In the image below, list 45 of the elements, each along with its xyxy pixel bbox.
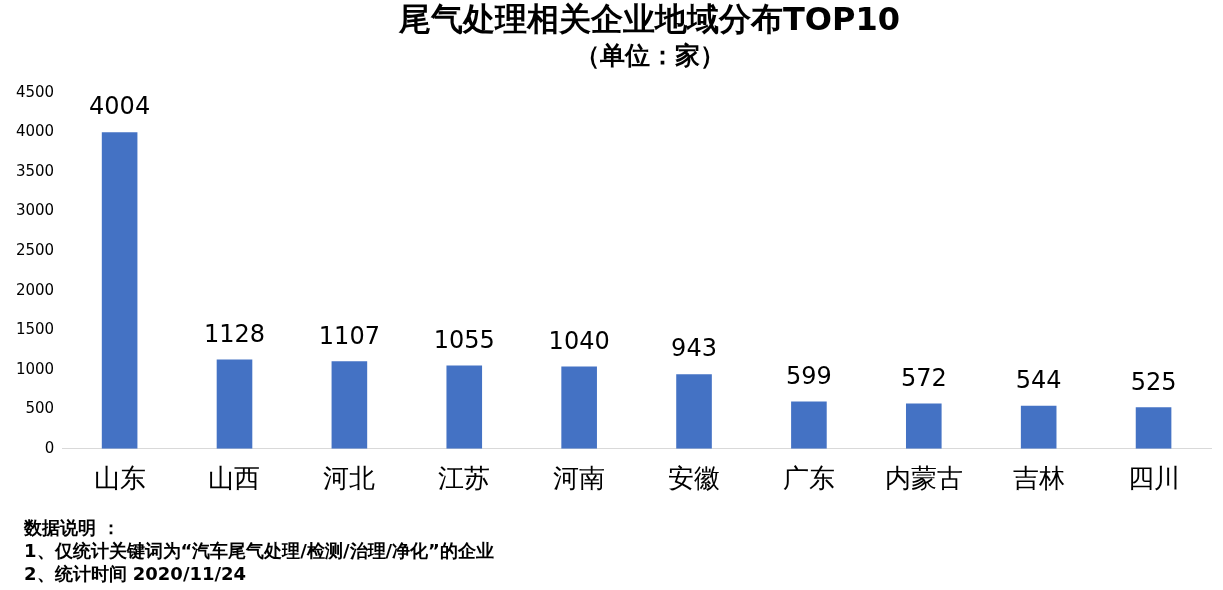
text: 1、仅统计关键词为“汽车尾气处理/检测/治理/净化”的企业	[24, 539, 494, 562]
y-tick-label: 2500	[15, 241, 55, 260]
x-tick-label: 广东	[782, 463, 835, 494]
y-tick-label: 4000	[15, 122, 55, 141]
bar	[905, 403, 942, 449]
x-tick-label: 安徽	[668, 463, 721, 494]
bar	[1135, 407, 1172, 449]
x-tick-label: 河南	[553, 463, 606, 494]
data-label: 1107	[318, 321, 380, 350]
data-label: 1128	[203, 319, 266, 348]
y-tick-label: 1500	[15, 320, 55, 339]
x-tick-label: 河北	[323, 463, 376, 494]
text: 2、统计时间 2020/11/24	[24, 562, 248, 585]
x-tick-label: 吉林	[1012, 463, 1065, 494]
bar	[101, 132, 138, 449]
data-label: 599	[786, 361, 832, 390]
bar	[216, 359, 253, 449]
data-label: 4004	[89, 92, 151, 121]
y-tick-label: 3500	[15, 161, 55, 180]
data-label: 943	[671, 334, 717, 363]
bar	[676, 374, 712, 449]
data-label: 525	[1130, 367, 1177, 396]
y-tick-label: 2000	[15, 280, 55, 299]
bar	[1020, 405, 1057, 449]
y-tick-label: 3000	[15, 201, 55, 220]
y-tick-label: 4500	[15, 82, 55, 101]
data-label: 572	[900, 363, 947, 392]
bar	[446, 365, 483, 449]
chart-subtitle: （单位：家）	[573, 40, 726, 72]
x-tick-label: 山东	[93, 463, 146, 494]
x-tick-label: 江苏	[438, 463, 491, 494]
text: 数据说明 ：	[24, 516, 122, 539]
data-label: 1055	[433, 325, 495, 354]
x-tick-label: 四川	[1127, 463, 1180, 494]
bar	[791, 401, 827, 449]
y-tick-label: 1000	[15, 359, 55, 378]
bar	[331, 361, 368, 449]
data-label: 544	[1015, 366, 1062, 395]
data-label: 1040	[548, 326, 610, 355]
y-tick-label: 500	[25, 399, 55, 418]
y-tick-label: 0	[44, 438, 55, 457]
x-tick-label: 内蒙古	[884, 463, 963, 494]
chart-title: 尾气处理相关企业地域分布TOP10	[398, 0, 901, 38]
bar	[561, 366, 597, 449]
x-tick-label: 山西	[208, 463, 261, 494]
